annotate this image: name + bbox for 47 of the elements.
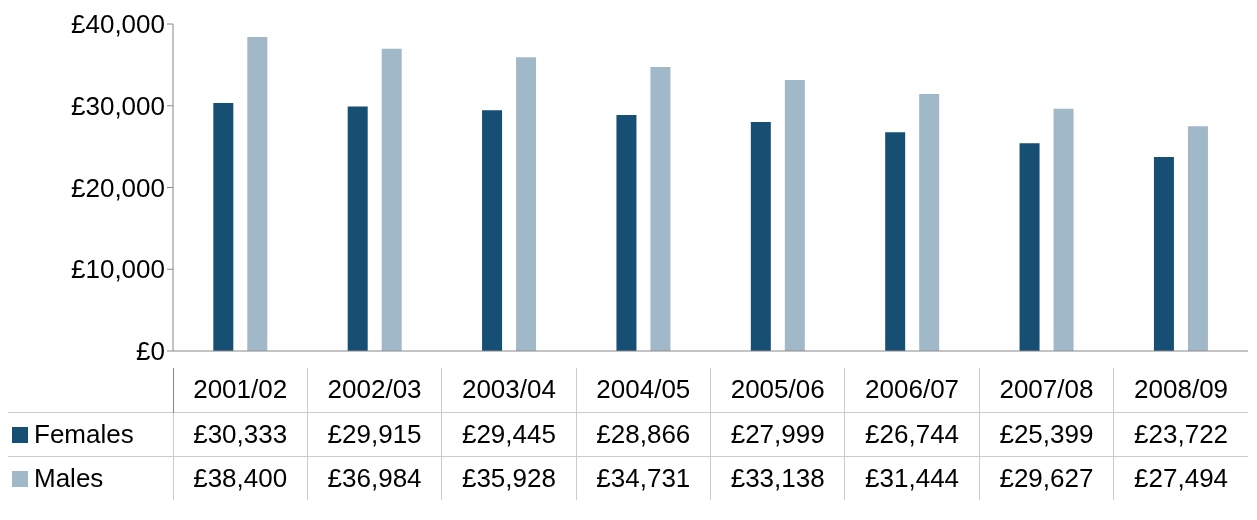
data-label: £27,494 bbox=[1113, 456, 1248, 500]
data-label: £29,915 bbox=[307, 412, 442, 456]
data-label: £28,866 bbox=[576, 412, 711, 456]
x-tick-label: 2002/03 bbox=[307, 368, 442, 412]
data-label: £29,445 bbox=[441, 412, 577, 456]
bar bbox=[381, 48, 402, 351]
data-label: £27,999 bbox=[710, 412, 845, 456]
x-tick-label: 2004/05 bbox=[576, 368, 711, 412]
bar bbox=[885, 132, 906, 351]
bar bbox=[1187, 126, 1208, 351]
data-label: £26,744 bbox=[844, 412, 980, 456]
data-label: £33,138 bbox=[710, 456, 845, 500]
data-label: £34,731 bbox=[576, 456, 711, 500]
x-tick-label: 2007/08 bbox=[979, 368, 1114, 412]
data-label: £23,722 bbox=[1113, 412, 1248, 456]
bar bbox=[1019, 143, 1040, 351]
x-tick-label: 2005/06 bbox=[710, 368, 845, 412]
data-label: £31,444 bbox=[844, 456, 980, 500]
x-tick-label: 2003/04 bbox=[441, 368, 577, 412]
data-label: £38,400 bbox=[173, 456, 308, 500]
bar bbox=[1153, 157, 1174, 351]
legend-label: Males bbox=[33, 461, 105, 495]
legend-label: Females bbox=[33, 417, 135, 451]
y-tick-label: £10,000 bbox=[71, 254, 165, 285]
bar bbox=[616, 115, 637, 351]
y-tick-label: £20,000 bbox=[71, 172, 165, 203]
bar bbox=[750, 122, 771, 351]
bar bbox=[650, 67, 671, 351]
bar bbox=[482, 110, 503, 351]
bar bbox=[247, 37, 268, 351]
data-label: £35,928 bbox=[441, 456, 577, 500]
x-tick-label: 2008/09 bbox=[1113, 368, 1248, 412]
data-label: £30,333 bbox=[173, 412, 308, 456]
x-tick-label: 2001/02 bbox=[173, 368, 308, 412]
bar bbox=[347, 106, 368, 351]
bar bbox=[1053, 108, 1074, 351]
bar bbox=[516, 57, 537, 351]
data-label: £25,399 bbox=[979, 412, 1114, 456]
y-tick-label: £30,000 bbox=[71, 90, 165, 121]
x-tick-label: 2006/07 bbox=[844, 368, 980, 412]
y-tick-label: £40,000 bbox=[71, 9, 165, 40]
bar bbox=[784, 80, 805, 351]
data-label: £36,984 bbox=[307, 456, 442, 500]
bar bbox=[213, 103, 234, 351]
data-label: £29,627 bbox=[979, 456, 1114, 500]
bar bbox=[919, 93, 940, 351]
y-tick-label: £0 bbox=[136, 336, 165, 367]
